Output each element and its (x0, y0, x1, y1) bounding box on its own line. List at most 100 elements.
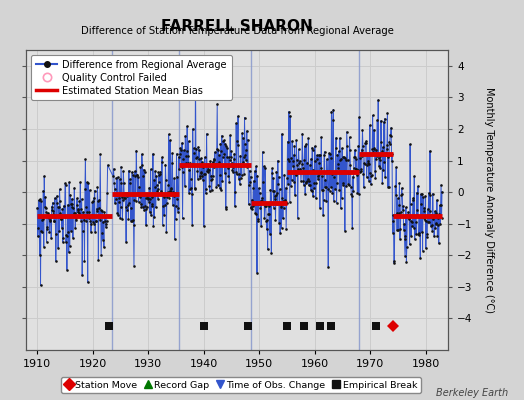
Point (337, 156, 345, 162)
Point (113, 210, 122, 216)
Point (207, 172, 215, 179)
Point (324, 186, 332, 192)
Point (144, 196, 152, 202)
Point (75, 198, 84, 204)
Point (100, 209, 108, 215)
Point (40, 244, 48, 250)
Point (428, 228, 436, 234)
Point (35, 197, 43, 204)
Point (274, 158, 282, 164)
Point (51, 214, 60, 220)
Point (403, 213, 412, 220)
Point (414, 232, 423, 238)
Point (225, 157, 234, 163)
Point (211, 161, 220, 168)
Point (416, 255, 424, 261)
Point (261, 164, 269, 171)
Point (257, 198, 265, 204)
Point (194, 156, 203, 162)
Point (430, 233, 439, 240)
Point (393, 210, 401, 216)
Point (297, 169, 305, 175)
Point (150, 177, 158, 183)
Point (135, 194, 144, 200)
Point (159, 191, 168, 197)
Point (131, 173, 139, 179)
Point (34, 225, 42, 232)
Point (71, 210, 79, 216)
Point (415, 230, 423, 237)
Point (427, 223, 435, 230)
Point (330, 198, 338, 204)
Point (249, 184, 257, 191)
Point (60, 213, 68, 220)
Point (138, 161, 147, 168)
Point (95, 196, 103, 203)
Point (83, 209, 92, 215)
Point (383, 142, 391, 148)
Point (217, 148, 225, 154)
Point (354, 143, 363, 149)
Point (306, 162, 314, 168)
Point (302, 180, 311, 187)
Point (246, 174, 255, 180)
Point (279, 198, 288, 204)
Point (426, 192, 434, 198)
Point (379, 144, 387, 150)
Point (229, 164, 237, 170)
Point (136, 192, 144, 198)
Point (99, 213, 107, 220)
Point (46, 217, 54, 224)
Point (188, 221, 196, 228)
Point (365, 178, 373, 184)
Point (292, 137, 300, 144)
Point (321, 184, 329, 190)
Point (421, 193, 430, 200)
Point (114, 212, 123, 218)
Point (134, 189, 142, 196)
Point (302, 141, 310, 147)
Point (190, 186, 199, 192)
Point (264, 246, 272, 252)
Point (387, 124, 395, 131)
Point (228, 161, 236, 168)
Point (218, 178, 226, 184)
Point (263, 217, 271, 223)
Point (354, 167, 362, 174)
Point (189, 126, 197, 132)
Point (416, 213, 424, 219)
Point (146, 166, 155, 172)
Point (235, 176, 243, 182)
Point (217, 132, 226, 139)
Point (341, 228, 349, 234)
Point (232, 120, 241, 126)
Point (333, 180, 341, 186)
Point (407, 218, 416, 224)
Point (88, 199, 96, 206)
Point (369, 146, 378, 152)
Point (195, 147, 203, 153)
Point (68, 200, 76, 207)
Point (328, 170, 336, 177)
Point (145, 184, 154, 191)
Point (69, 205, 78, 211)
Point (304, 176, 312, 182)
Point (170, 175, 178, 182)
Point (150, 214, 159, 221)
Point (52, 230, 60, 237)
Point (429, 215, 438, 222)
Point (392, 227, 401, 233)
Point (267, 200, 275, 206)
Point (189, 160, 198, 167)
Point (117, 180, 126, 186)
Point (132, 197, 140, 204)
Point (236, 152, 245, 159)
Point (276, 230, 285, 236)
Point (156, 170, 164, 177)
Point (230, 150, 238, 157)
Point (228, 166, 237, 173)
Point (141, 195, 150, 201)
Point (55, 228, 63, 234)
Point (103, 190, 111, 196)
Point (205, 166, 213, 173)
